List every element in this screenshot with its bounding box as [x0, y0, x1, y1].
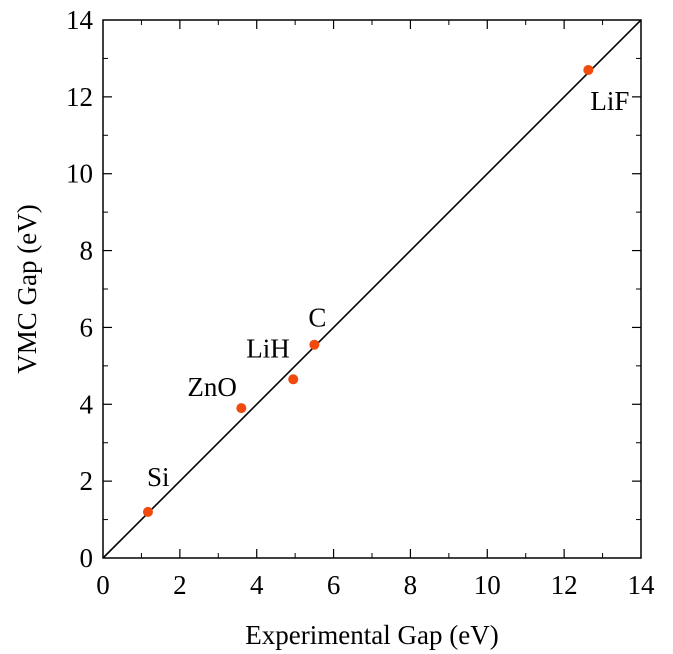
point-labels: Si ZnO LiH C LiF	[147, 86, 629, 492]
ticks: 0 2 4 6 8 10 12 14 0 2 4 6 8 10 12 14	[66, 5, 655, 600]
point-label-si: Si	[147, 462, 170, 492]
y-axis-title: VMC Gap (eV)	[12, 204, 42, 373]
x-tick-label: 2	[173, 570, 187, 600]
y-tick-label: 0	[80, 543, 94, 573]
x-axis-title: Experimental Gap (eV)	[245, 620, 498, 650]
y-tick-label: 6	[80, 312, 94, 342]
reference-line	[102, 19, 642, 559]
data-point-zno	[236, 403, 247, 414]
data-point-lif	[583, 64, 594, 75]
data-point-c	[309, 339, 320, 350]
x-tick-label: 4	[250, 570, 264, 600]
y-tick-label: 4	[80, 389, 94, 419]
y-tick-label: 14	[66, 5, 94, 35]
x-tick-label: 6	[327, 570, 341, 600]
point-label-lih: LiH	[246, 333, 290, 363]
reference-line-group	[102, 19, 642, 559]
data-point-lih	[288, 374, 299, 385]
point-label-c: C	[308, 303, 326, 333]
x-tick-label: 8	[404, 570, 418, 600]
y-tick-label: 12	[66, 82, 93, 112]
point-label-zno: ZnO	[187, 372, 237, 402]
data-points	[142, 64, 594, 517]
y-tick-label: 10	[66, 159, 93, 189]
data-point-si	[142, 506, 153, 517]
x-tick-label: 14	[628, 570, 656, 600]
point-label-lif: LiF	[590, 86, 629, 116]
y-tick-label: 8	[80, 236, 94, 266]
y-tick-label: 2	[80, 466, 94, 496]
x-tick-label: 12	[551, 570, 578, 600]
x-tick-label: 0	[96, 570, 110, 600]
x-tick-label: 10	[474, 570, 501, 600]
plot-frame	[102, 19, 642, 559]
